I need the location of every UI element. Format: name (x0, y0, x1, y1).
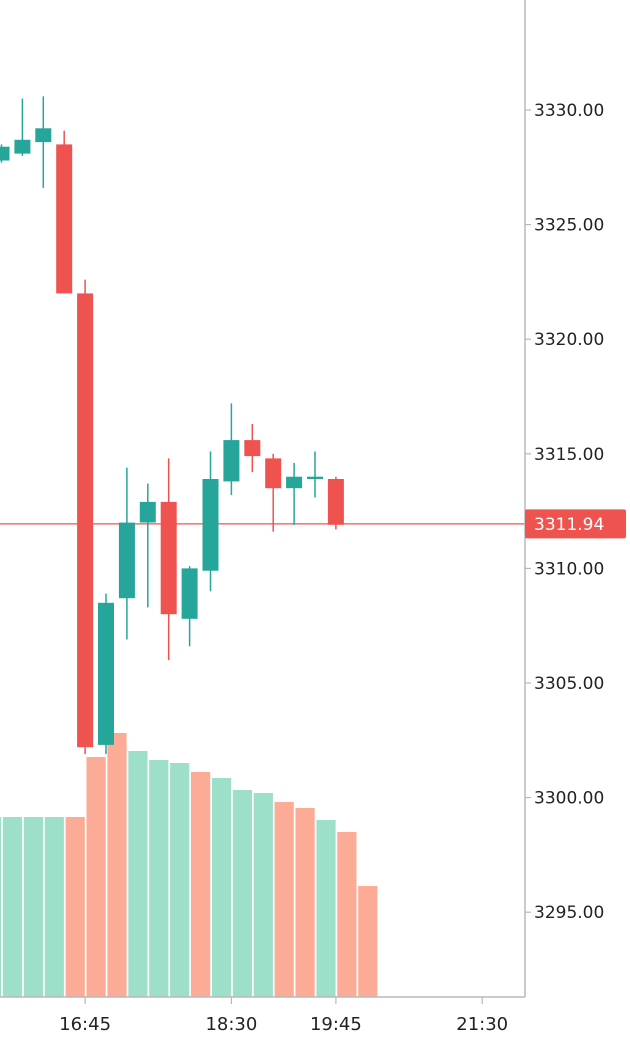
price-tick-label: 3305.00 (534, 674, 604, 694)
volume-bar (211, 778, 232, 997)
volume-bar (358, 886, 378, 997)
candle-body (265, 458, 282, 489)
candle-body (0, 146, 10, 161)
time-tick-label: 21:30 (456, 1014, 508, 1035)
candle (35, 96, 52, 188)
candle (98, 593, 114, 755)
price-tick-label: 3310.00 (534, 559, 604, 579)
candle (223, 403, 240, 496)
candle (265, 453, 282, 532)
candle (14, 98, 31, 156)
price-tick-label: 3295.00 (534, 903, 604, 923)
time-tick-label: 19:45 (310, 1014, 362, 1035)
time-tick-label: 18:30 (205, 1014, 257, 1035)
time-tick-label: 16:45 (59, 1014, 111, 1035)
volume-bar (316, 820, 336, 997)
volume-bars (0, 733, 378, 997)
price-tick-label: 3330.00 (534, 101, 604, 121)
volume-bar (128, 751, 148, 997)
candle (160, 458, 177, 661)
time-axis-ticks: 16:45 18:30 19:45 21:30 (59, 997, 508, 1035)
candle-body (160, 501, 177, 615)
candle (307, 451, 323, 498)
volume-bar (65, 817, 85, 997)
price-tick-label: 3300.00 (534, 789, 604, 809)
volume-bar (232, 790, 252, 997)
candle (286, 463, 303, 525)
axes (0, 0, 526, 998)
candle (139, 483, 156, 608)
candles (0, 96, 344, 755)
candle-body (139, 501, 156, 523)
candle-body (244, 440, 261, 457)
candle (327, 476, 344, 530)
candle-body (98, 602, 114, 745)
candle (244, 424, 261, 473)
volume-bar (274, 802, 294, 997)
candle-body (56, 144, 73, 294)
candle (56, 130, 73, 294)
volume-bar (107, 733, 127, 997)
volume-bar (191, 772, 211, 997)
volume-bar (44, 817, 64, 997)
price-tick-label: 3315.00 (534, 445, 604, 465)
candle (118, 467, 135, 640)
candle-body (77, 293, 94, 748)
candle-body (181, 568, 198, 619)
candle-body (118, 522, 135, 599)
volume-bar (170, 763, 190, 997)
candle (0, 144, 10, 163)
candle (181, 566, 198, 647)
last-price-badge: 3311.94 (525, 509, 626, 539)
volume-bar (0, 817, 2, 997)
volume-bar (295, 808, 315, 997)
volume-bar (23, 817, 43, 997)
volume-bar (86, 757, 106, 997)
candle-body (35, 128, 52, 143)
candle-body (327, 479, 344, 525)
volume-bar (2, 817, 23, 997)
candle-body (286, 476, 303, 489)
candle (202, 451, 219, 592)
volume-bar (253, 793, 273, 997)
candle-body (14, 139, 31, 154)
price-axis-ticks: 3330.00 3325.00 3320.00 3315.00 3310.00 3305.… (525, 101, 604, 923)
price-tick-label: 3320.00 (534, 330, 604, 350)
volume-bar (337, 832, 357, 997)
candle-body (307, 476, 323, 479)
candle-body (202, 479, 219, 571)
last-price-label: 3311.94 (534, 515, 604, 535)
last-price-badge-bg (525, 509, 626, 539)
candle-body (223, 440, 240, 482)
price-tick-label: 3325.00 (534, 216, 604, 236)
volume-bar (149, 760, 169, 997)
candle (77, 279, 94, 755)
